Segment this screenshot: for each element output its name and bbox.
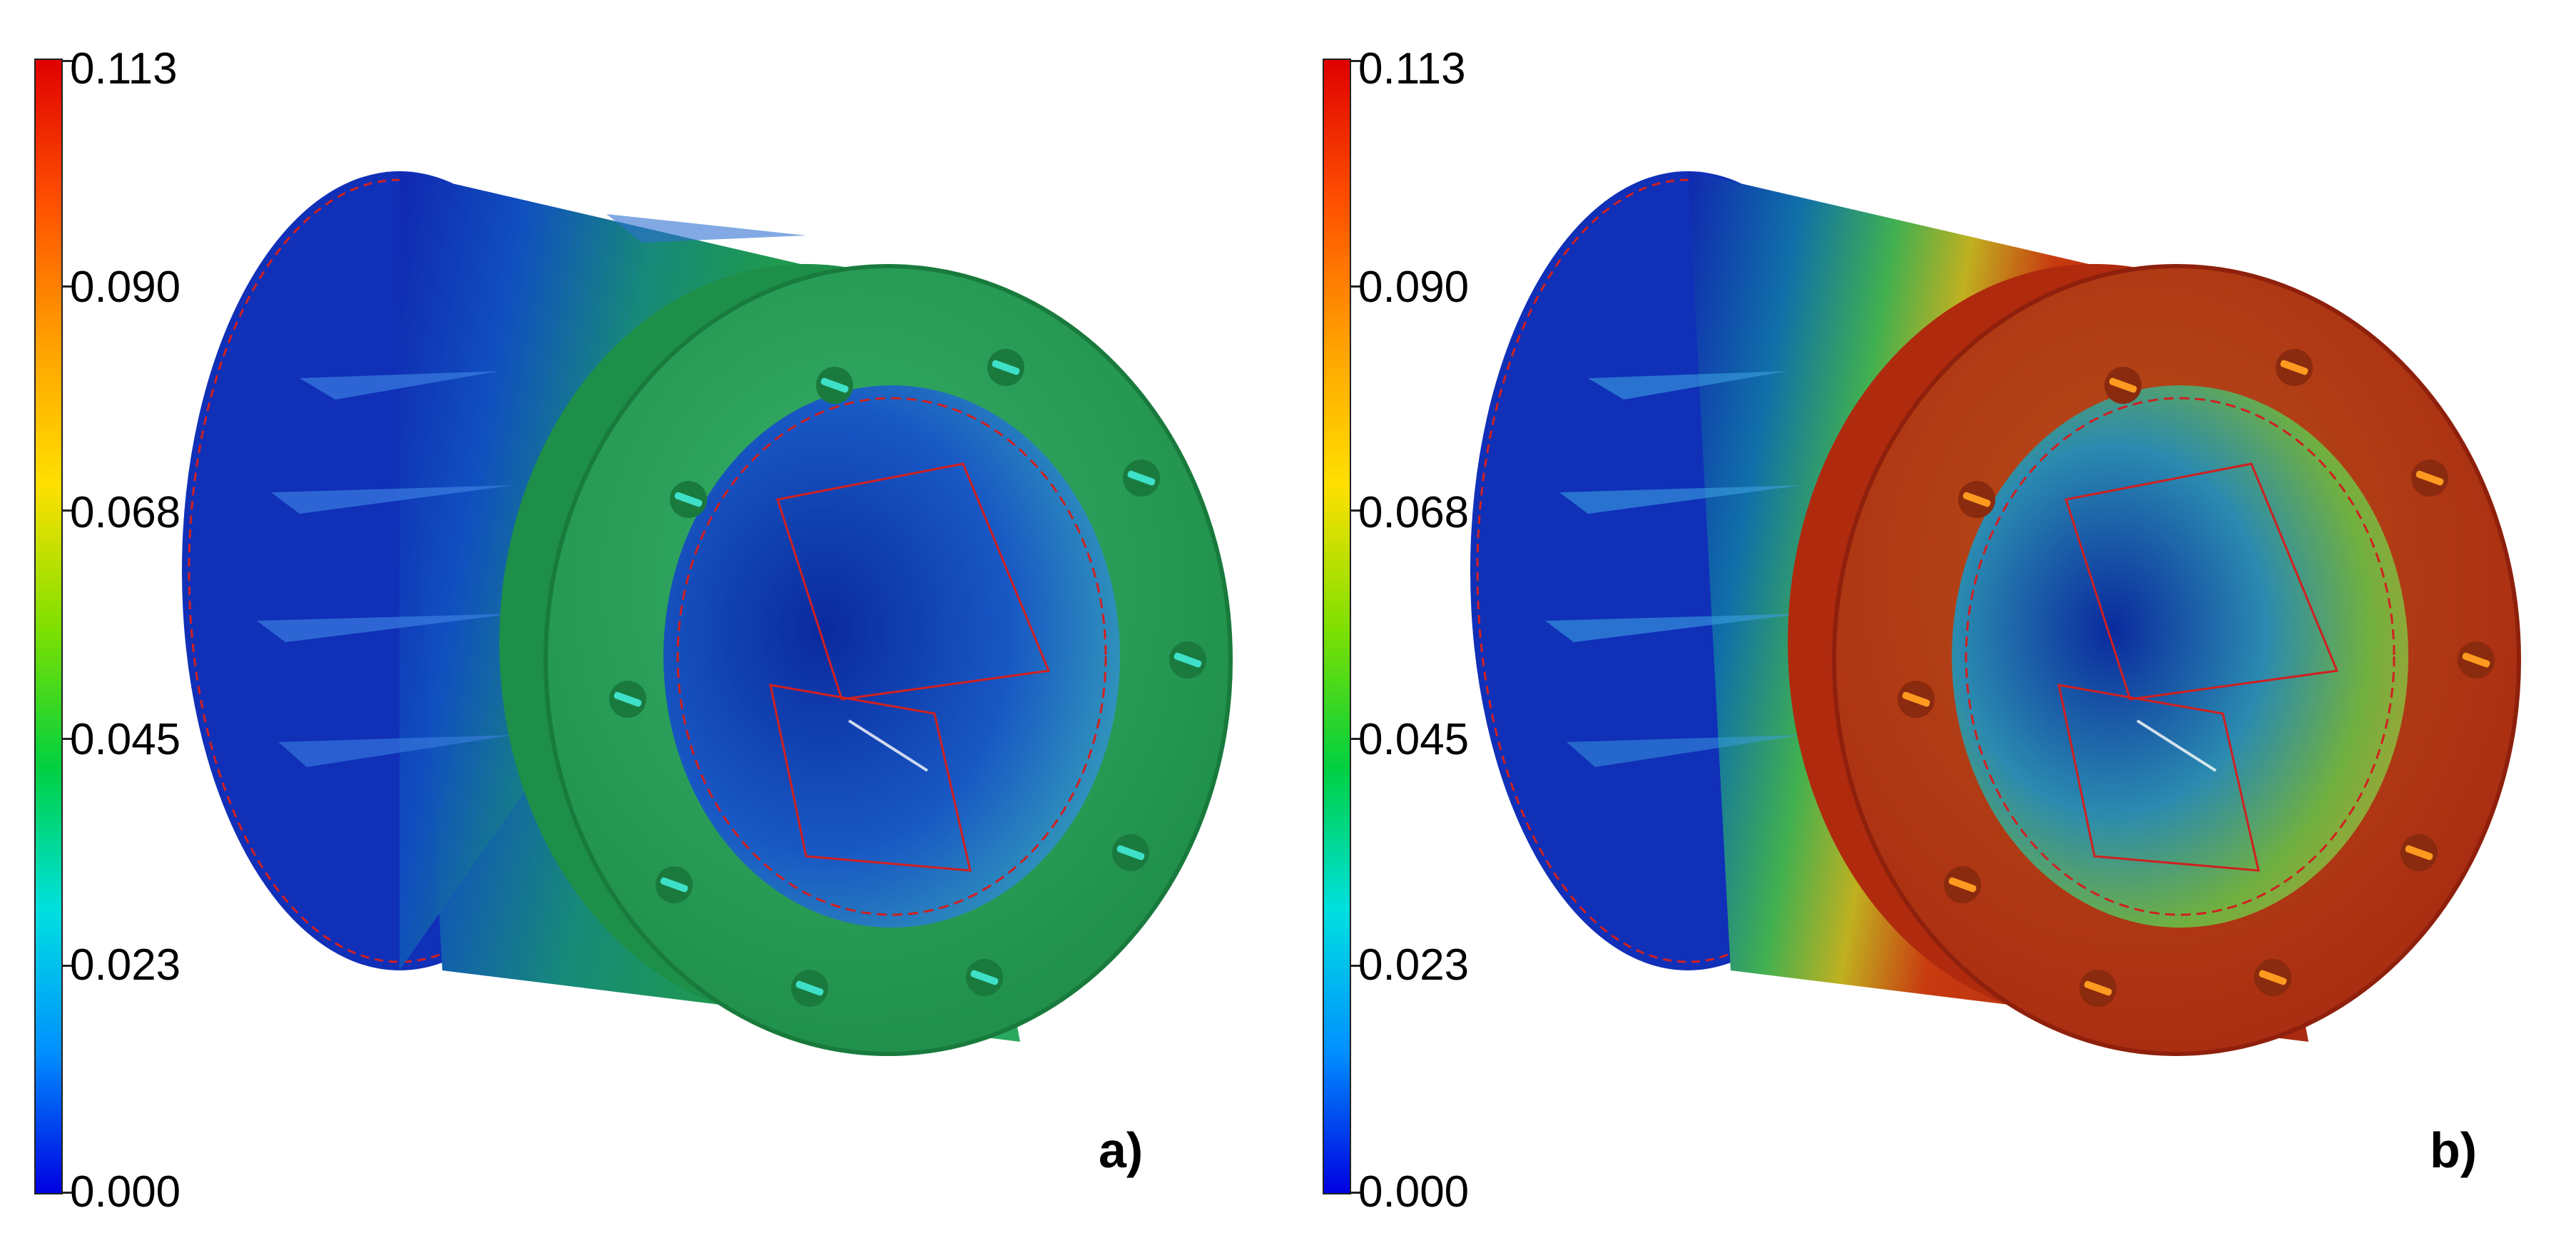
rib — [300, 371, 499, 400]
colorbar — [1323, 59, 1351, 1194]
rib — [257, 614, 514, 642]
inner-slot-outline — [769, 684, 972, 872]
colorbar — [34, 59, 63, 1194]
colorbar-tick-label: 0.023 — [1358, 940, 1470, 990]
colorbar-tick — [63, 1192, 73, 1194]
colorbar-tick-label: 0.000 — [70, 1167, 181, 1217]
panel-label: b) — [2430, 1122, 2478, 1178]
rib — [271, 485, 514, 514]
cylinder-render-a — [182, 171, 1233, 1056]
flange-rim — [1832, 264, 2521, 1056]
colorbar-tick-label: 0.090 — [70, 263, 181, 312]
panel-a: 0.113 0.090 0.068 0.045 0.023 0.000 — [34, 44, 1233, 1217]
bolt-holes — [1898, 349, 2495, 1007]
panel-b: 0.113 0.090 0.068 0.045 0.023 0.000 — [1288, 0, 2576, 1238]
rib — [606, 214, 806, 243]
colorbar-tick-label: 0.113 — [1358, 44, 1466, 93]
colorbar-tick — [1351, 965, 1361, 967]
panel-label: a) — [1099, 1122, 1144, 1178]
inner-slot-outline — [2057, 684, 2260, 872]
inner-slot-outline — [2065, 462, 2339, 701]
colorbar-tick-label: 0.045 — [1358, 715, 1470, 764]
colorbar-tick — [63, 965, 73, 967]
colorbar-tick-label: 0.068 — [1358, 488, 1470, 537]
colorbar-tick-label: 0.113 — [70, 44, 178, 93]
colorbar-tick — [63, 509, 73, 512]
highlight — [2136, 719, 2217, 772]
inner-slot-outline — [776, 462, 1051, 701]
inner-bore — [663, 385, 1120, 928]
rib — [1567, 735, 1802, 767]
colorbar-tick — [63, 285, 73, 288]
colorbar-tick — [1351, 285, 1361, 288]
rib — [1588, 371, 1788, 400]
bore-outline — [676, 397, 1107, 916]
colorbar-tick — [1351, 1192, 1361, 1194]
colorbar-tick-label: 0.000 — [1358, 1167, 1470, 1217]
colorbar-tick — [1351, 60, 1361, 62]
colorbar-tick — [1351, 738, 1361, 740]
rib — [278, 735, 514, 767]
colorbar-tick-label: 0.068 — [70, 488, 181, 537]
colorbar-tick-label: 0.045 — [70, 715, 181, 764]
flange-rim — [544, 264, 1233, 1056]
colorbar-tick-label: 0.023 — [70, 940, 181, 990]
cylinder-render-b — [1470, 171, 2521, 1056]
colorbar-tick-label: 0.090 — [1358, 263, 1470, 312]
bolt-holes — [609, 349, 1206, 1007]
colorbar-tick — [1351, 509, 1361, 512]
inner-bore — [1952, 385, 2408, 928]
bore-outline — [1965, 397, 2396, 916]
colorbar-tick — [63, 738, 73, 740]
colorbar-tick — [63, 60, 73, 62]
highlight — [847, 719, 929, 772]
rib — [1545, 614, 1802, 642]
rib — [1559, 485, 1802, 514]
